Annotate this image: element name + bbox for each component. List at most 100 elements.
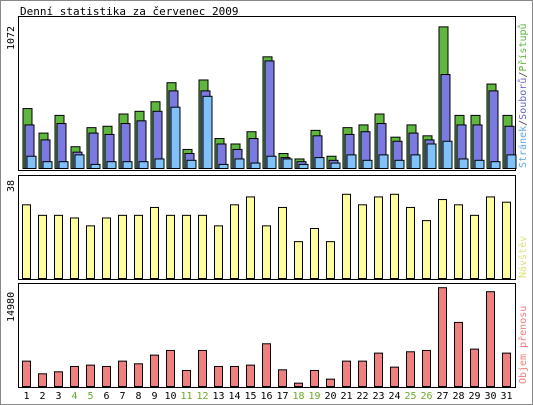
hits-Stránek-bar-4 [74, 154, 85, 170]
hits-Stránek-bar-8 [138, 161, 149, 169]
hits-Stránek-bar-25 [410, 154, 421, 170]
visits-bar-13 [214, 225, 223, 280]
traffic-bar-28 [454, 321, 463, 387]
traffic-bar-1 [22, 360, 31, 387]
hits-Stránek-bar-26 [426, 143, 437, 170]
traffic-bar-2 [38, 373, 47, 388]
x-label-day-5: 5 [87, 391, 93, 402]
traffic-bar-18 [294, 382, 303, 388]
traffic-bar-30 [486, 291, 495, 387]
chart-title: Denní statistika za červenec 2009 [20, 5, 239, 18]
legend-sep-1: / [518, 120, 529, 126]
hits-Stránek-bar-19 [314, 157, 325, 169]
visits-bar-12 [198, 214, 207, 279]
hits-Souborů-bar-30 [488, 90, 499, 169]
traffic-bar-5 [86, 364, 95, 387]
legend-files: Souborů [517, 78, 529, 120]
x-label-day-3: 3 [55, 391, 61, 402]
visits-bar-11 [182, 214, 191, 279]
x-axis-labels: 1 2 3 4 5 6 7 8 9 10 11 12 13 14 15 16 17 18 19 20 21 22 23 24 2… [23, 391, 512, 402]
x-label-day-15: 15 [244, 391, 256, 402]
traffic-bar-6 [102, 365, 111, 387]
visits-bar-5 [86, 225, 95, 280]
legend-hits: Přístupů [517, 23, 529, 71]
x-label-day-13: 13 [212, 391, 224, 402]
visits-bar-7 [118, 214, 127, 279]
hits-Stránek-bar-7 [122, 161, 133, 169]
traffic-bar-12 [198, 349, 207, 387]
hits-Stránek-bar-11 [186, 159, 197, 169]
visits-bar-17 [278, 206, 287, 280]
visits-ymax-label: 38 [6, 180, 17, 192]
visits-bar-9 [150, 206, 159, 280]
visits-bar-19 [310, 228, 319, 279]
traffic-bar-22 [358, 360, 367, 387]
x-label-day-31: 31 [500, 391, 512, 402]
x-label-day-19: 19 [308, 391, 320, 402]
hits-Stránek-bar-5 [90, 163, 101, 170]
visits-bar-20 [326, 241, 335, 280]
hits-Stránek-bar-3 [58, 161, 69, 169]
traffic-bar-14 [230, 365, 239, 387]
hits-Stránek-bar-16 [266, 155, 277, 170]
traffic-bar-21 [342, 360, 351, 387]
x-label-day-17: 17 [276, 391, 288, 402]
hits-legend: Stránek/Souborů/Přístupů [517, 23, 529, 168]
x-label-day-28: 28 [452, 391, 464, 402]
visits-bar-24 [390, 193, 399, 279]
visits-bar-28 [454, 204, 463, 280]
traffic-bar-11 [182, 369, 191, 387]
x-label-day-12: 12 [196, 391, 208, 402]
x-label-day-1: 1 [23, 391, 29, 402]
visits-bar-4 [70, 217, 79, 279]
traffic-bar-9 [150, 354, 159, 388]
x-label-day-29: 29 [468, 391, 480, 402]
visits-legend: Návštěv [517, 236, 529, 278]
x-label-day-14: 14 [228, 391, 240, 402]
x-label-day-18: 18 [292, 391, 304, 402]
x-label-day-2: 2 [39, 391, 45, 402]
hits-Stránek-bar-27 [442, 140, 453, 170]
traffic-bar-7 [118, 360, 127, 387]
x-label-day-6: 6 [103, 391, 109, 402]
visits-bar-14 [230, 204, 239, 280]
hits-Stránek-bar-23 [378, 154, 389, 170]
bars-group [22, 26, 517, 388]
hits-Stránek-bar-12 [202, 95, 213, 169]
legend-pages: Stránek [517, 126, 529, 168]
traffic-bar-10 [166, 349, 175, 387]
traffic-bar-31 [502, 352, 511, 387]
hits-ymax-label: 1072 [6, 26, 17, 50]
hits-Stránek-bar-20 [330, 162, 341, 170]
x-label-day-24: 24 [388, 391, 400, 402]
visits-bar-16 [262, 225, 271, 280]
hits-Stránek-bar-28 [458, 158, 469, 169]
hits-Stránek-bar-6 [106, 161, 117, 169]
x-label-day-4: 4 [71, 391, 77, 402]
hits-Stránek-bar-9 [154, 158, 165, 169]
visits-bar-27 [438, 199, 447, 279]
traffic-bar-8 [134, 363, 143, 387]
visits-bar-23 [374, 196, 383, 279]
traffic-bar-26 [422, 349, 431, 387]
traffic-bar-13 [214, 365, 223, 387]
hits-Souborů-bar-5 [88, 132, 99, 169]
hits-Stránek-bar-13 [218, 163, 229, 170]
traffic-bar-3 [54, 371, 63, 387]
x-label-day-30: 30 [484, 391, 496, 402]
hits-Stránek-bar-18 [298, 163, 309, 170]
visits-bar-8 [134, 214, 143, 279]
traffic-panel-frame [18, 283, 516, 388]
traffic-bar-16 [262, 343, 271, 387]
legend-sep-2: / [518, 72, 529, 78]
traffic-bar-20 [326, 378, 335, 388]
traffic-bar-24 [390, 366, 399, 388]
visits-bar-26 [422, 220, 431, 280]
hits-Stránek-bar-24 [394, 159, 405, 169]
hits-Stránek-bar-21 [346, 154, 357, 170]
hits-Stránek-bar-31 [506, 154, 517, 170]
hits-Stránek-bar-17 [282, 158, 293, 169]
x-label-day-23: 23 [372, 391, 384, 402]
visits-bar-29 [470, 214, 479, 279]
